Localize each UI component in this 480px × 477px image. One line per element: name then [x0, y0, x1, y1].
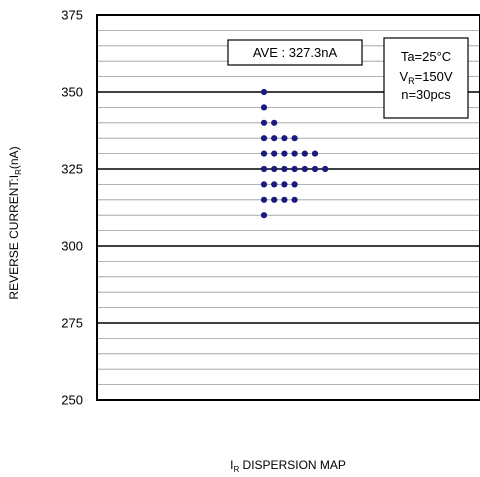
data-point [260, 150, 268, 157]
y-tick-labels: 375 350 325 300 275 250 [61, 8, 83, 408]
data-point [311, 150, 319, 157]
data-point [301, 150, 308, 157]
data-point [271, 181, 278, 188]
data-point [281, 196, 288, 203]
data-point [281, 150, 288, 157]
y-tick-label: 325 [61, 162, 83, 177]
y-axis-label: REVERSE CURRENT:IR(nA) [7, 146, 23, 299]
average-label: AVE : 327.3nA [253, 45, 338, 60]
data-point [260, 119, 268, 126]
data-point [260, 212, 268, 219]
data-point [322, 165, 329, 173]
condition-ta: Ta=25°C [401, 49, 451, 64]
data-point [260, 165, 268, 173]
y-tick-label: 275 [61, 316, 83, 331]
data-point [271, 150, 278, 157]
data-point [260, 104, 268, 111]
data-point [281, 181, 288, 188]
data-point [271, 119, 278, 126]
average-box: AVE : 327.3nA [227, 39, 363, 66]
y-tick-label: 350 [61, 85, 83, 100]
data-point [291, 150, 298, 157]
data-point [291, 165, 298, 173]
y-tick-label: 250 [61, 393, 83, 408]
data-point [260, 196, 268, 203]
data-point [291, 181, 298, 188]
condition-vr: VR=150V [399, 69, 452, 86]
major-gridlines [97, 91, 480, 324]
y-tick-label: 300 [61, 239, 83, 254]
plot-frame [96, 14, 480, 401]
conditions-box: Ta=25°C VR=150V n=30pcs [383, 37, 469, 119]
data-point [291, 196, 298, 203]
x-axis-label: IR DISPERSION MAP [230, 458, 346, 474]
data-point [301, 165, 308, 173]
data-point [271, 196, 278, 203]
data-point [281, 165, 288, 173]
data-point [291, 135, 298, 142]
data-point [281, 135, 288, 142]
data-point [260, 88, 268, 96]
condition-n: n=30pcs [401, 87, 451, 102]
y-tick-label: 375 [61, 8, 83, 23]
data-point [271, 165, 278, 173]
data-point [311, 165, 319, 173]
data-point [260, 181, 268, 188]
data-point [271, 135, 278, 142]
data-points [260, 88, 329, 219]
data-point [260, 135, 268, 142]
